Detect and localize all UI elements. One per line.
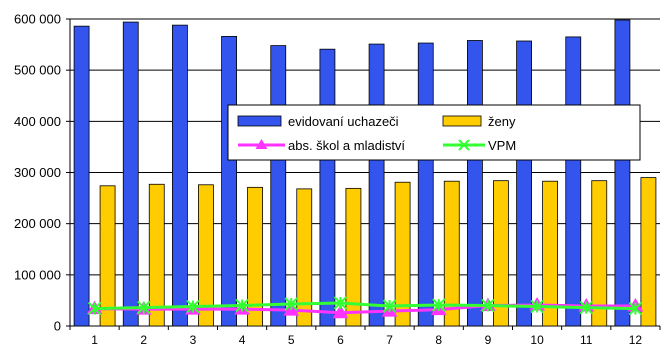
marker-star: [333, 296, 348, 310]
bar-zeny: [591, 180, 608, 327]
legend-label: abs. škol a mladiství: [288, 138, 405, 153]
bar-evidovani-uchazeci: [73, 25, 90, 327]
legend-swatch-bar: [237, 115, 282, 127]
line-series-vpm: [94, 301, 636, 311]
x-tick-label: 9: [485, 333, 492, 347]
legend-label: VPM: [488, 138, 516, 153]
legend-label: ženy: [488, 114, 516, 129]
x-tick-label: 3: [190, 333, 197, 347]
bar-zeny: [296, 188, 313, 327]
bar-evidovani-uchazeci: [417, 42, 434, 327]
bar-zeny: [345, 187, 362, 327]
bar-zeny: [247, 186, 263, 327]
bar-evidovani-uchazeci: [614, 19, 631, 327]
y-tick-label: 300 000: [14, 165, 61, 180]
marker-star: [235, 298, 249, 313]
bar-zeny: [640, 177, 657, 327]
y-tick-label: 500 000: [14, 63, 61, 78]
bar-evidovani-uchazeci: [467, 40, 483, 327]
marker-star: [284, 297, 298, 311]
marker-star: [186, 299, 200, 314]
legend-label: evidovaní uchazeči: [288, 114, 399, 129]
legend-marker-star: [458, 139, 470, 151]
legend-box: [227, 104, 641, 161]
bar-zeny: [443, 180, 460, 327]
y-tick-label: 0: [54, 319, 61, 334]
marker-star: [628, 301, 643, 316]
y-tick-label: 600 000: [14, 12, 61, 27]
marker-star: [382, 299, 397, 313]
x-tick-label: 10: [530, 333, 544, 347]
bar-evidovani-uchazeci: [368, 43, 385, 327]
legend-swatch-bar: [442, 115, 482, 127]
x-tick-label: 5: [288, 333, 295, 347]
bar-zeny: [542, 180, 558, 327]
marker-star: [432, 298, 446, 312]
x-tick-label: 7: [386, 333, 393, 347]
bar-zeny: [198, 184, 214, 327]
marker-star: [530, 299, 544, 314]
x-tick-label: 6: [337, 333, 344, 347]
bar-zeny: [394, 181, 411, 327]
bar-zeny: [99, 185, 116, 327]
marker-star: [579, 300, 593, 315]
x-tick-label: 11: [580, 333, 593, 347]
y-tick-label: 400 000: [14, 114, 61, 129]
bar-evidovani-uchazeci: [270, 45, 287, 327]
bar-evidovani-uchazeci: [221, 35, 237, 327]
x-tick-label: 1: [91, 333, 98, 347]
bar-evidovani-uchazeci: [319, 48, 336, 327]
bar-evidovani-uchazeci: [516, 40, 532, 327]
bar-evidovani-uchazeci: [565, 36, 582, 327]
y-tick-label: 200 000: [14, 216, 61, 231]
x-tick-label: 2: [140, 333, 147, 347]
marker-star: [87, 301, 102, 316]
line-series-abs-skol: [94, 303, 636, 315]
x-tick-label: 12: [629, 333, 643, 347]
bar-evidovani-uchazeci: [172, 24, 188, 327]
y-tick-label: 100 000: [14, 267, 61, 282]
marker-triangle: [332, 304, 349, 319]
bar-zeny: [493, 180, 509, 327]
marker-star: [137, 300, 151, 315]
marker-star: [481, 298, 495, 313]
legend-marker-triangle: [255, 139, 268, 149]
x-tick-label: 8: [435, 333, 442, 347]
bar-zeny: [148, 183, 165, 327]
bar-evidovani-uchazeci: [122, 21, 139, 327]
x-tick-label: 4: [239, 333, 246, 347]
